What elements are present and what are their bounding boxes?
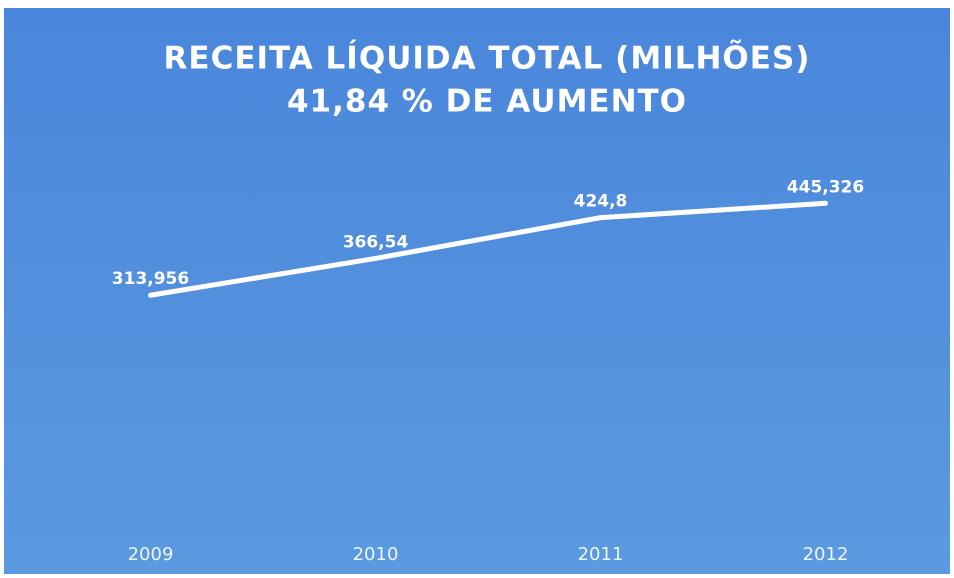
data-label: 424,8 [574, 192, 628, 212]
x-tick-label: 2011 [578, 544, 624, 565]
chart-subtitle: 41,84 % DE AUMENTO [287, 84, 687, 120]
chart-title: RECEITA LÍQUIDA TOTAL (MILHÕES) [164, 40, 811, 77]
x-tick-label: 2009 [128, 544, 174, 565]
x-tick-label: 2012 [803, 544, 849, 565]
line [148, 200, 828, 298]
x-tick-label: 2010 [353, 544, 399, 565]
data-label: 445,326 [787, 177, 864, 197]
data-label: 366,54 [343, 232, 409, 252]
data-label: 313,956 [112, 269, 189, 289]
